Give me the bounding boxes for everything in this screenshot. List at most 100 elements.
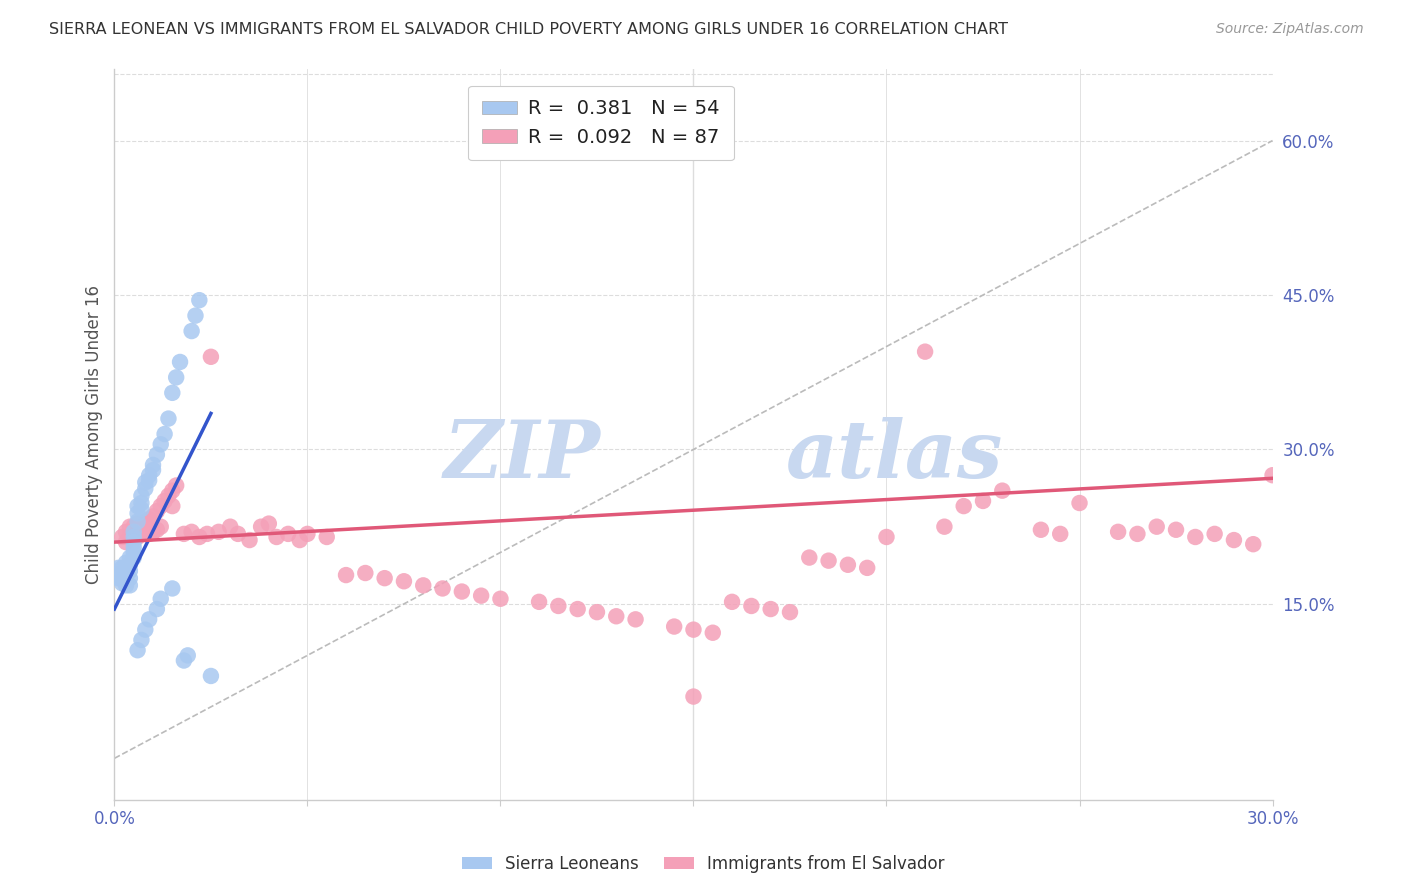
Point: [162, 483, 184, 498]
Point: [1069, 496, 1091, 510]
Point: [111, 566, 134, 580]
Point: [876, 530, 898, 544]
Point: [374, 571, 396, 585]
Text: Source: ZipAtlas.com: Source: ZipAtlas.com: [1216, 22, 1364, 37]
Point: [165, 370, 187, 384]
Point: [173, 654, 195, 668]
Point: [165, 478, 187, 492]
Point: [118, 530, 141, 544]
Point: [315, 530, 337, 544]
Point: [914, 344, 936, 359]
Point: [799, 550, 821, 565]
Point: [146, 504, 169, 518]
Point: [138, 527, 160, 541]
Point: [115, 535, 138, 549]
Point: [118, 571, 141, 585]
Point: [115, 568, 138, 582]
Point: [138, 512, 160, 526]
Text: SIERRA LEONEAN VS IMMIGRANTS FROM EL SALVADOR CHILD POVERTY AMONG GIRLS UNDER 16: SIERRA LEONEAN VS IMMIGRANTS FROM EL SAL…: [49, 22, 1008, 37]
Point: [118, 578, 141, 592]
Point: [450, 584, 472, 599]
Point: [142, 463, 165, 477]
Point: [1146, 519, 1168, 533]
Point: [127, 506, 149, 520]
Point: [122, 524, 145, 539]
Legend: Sierra Leoneans, Immigrants from El Salvador: Sierra Leoneans, Immigrants from El Salv…: [456, 848, 950, 880]
Point: [188, 293, 211, 308]
Point: [118, 558, 141, 572]
Legend: R =  0.381   N = 54, R =  0.092   N = 87: R = 0.381 N = 54, R = 0.092 N = 87: [468, 86, 734, 161]
Point: [131, 502, 153, 516]
Point: [432, 582, 454, 596]
Point: [115, 561, 138, 575]
Point: [115, 524, 138, 539]
Point: [149, 519, 172, 533]
Point: [200, 669, 222, 683]
Point: [146, 448, 169, 462]
Point: [257, 516, 280, 531]
Point: [138, 468, 160, 483]
Point: [972, 494, 994, 508]
Point: [149, 499, 172, 513]
Point: [138, 612, 160, 626]
Point: [127, 499, 149, 513]
Point: [162, 582, 184, 596]
Point: [297, 527, 319, 541]
Point: [527, 595, 550, 609]
Point: [131, 496, 153, 510]
Point: [605, 609, 627, 624]
Point: [157, 489, 180, 503]
Point: [200, 350, 222, 364]
Point: [122, 535, 145, 549]
Point: [134, 482, 156, 496]
Point: [127, 530, 149, 544]
Point: [470, 589, 492, 603]
Point: [180, 324, 202, 338]
Point: [837, 558, 859, 572]
Point: [146, 523, 169, 537]
Point: [149, 591, 172, 606]
Point: [134, 515, 156, 529]
Point: [115, 578, 138, 592]
Point: [122, 550, 145, 565]
Text: atlas: atlas: [786, 417, 1004, 495]
Point: [146, 602, 169, 616]
Point: [173, 527, 195, 541]
Point: [184, 309, 207, 323]
Point: [721, 595, 744, 609]
Point: [134, 623, 156, 637]
Point: [131, 632, 153, 647]
Point: [567, 602, 589, 616]
Point: [153, 427, 176, 442]
Point: [277, 527, 299, 541]
Point: [682, 690, 704, 704]
Point: [288, 533, 311, 547]
Point: [489, 591, 512, 606]
Point: [682, 623, 704, 637]
Point: [115, 556, 138, 570]
Point: [392, 574, 415, 589]
Point: [1241, 537, 1264, 551]
Point: [547, 599, 569, 613]
Point: [111, 561, 134, 575]
Point: [142, 509, 165, 524]
Point: [817, 554, 839, 568]
Point: [586, 605, 609, 619]
Point: [162, 499, 184, 513]
Point: [856, 561, 879, 575]
Point: [107, 571, 129, 585]
Point: [142, 458, 165, 472]
Point: [1049, 527, 1071, 541]
Point: [1164, 523, 1187, 537]
Point: [138, 474, 160, 488]
Point: [266, 530, 288, 544]
Point: [219, 519, 242, 533]
Point: [157, 411, 180, 425]
Point: [740, 599, 762, 613]
Point: [188, 530, 211, 544]
Point: [122, 545, 145, 559]
Point: [412, 578, 434, 592]
Point: [1261, 468, 1284, 483]
Y-axis label: Child Poverty Among Girls Under 16: Child Poverty Among Girls Under 16: [86, 285, 103, 583]
Point: [208, 524, 231, 539]
